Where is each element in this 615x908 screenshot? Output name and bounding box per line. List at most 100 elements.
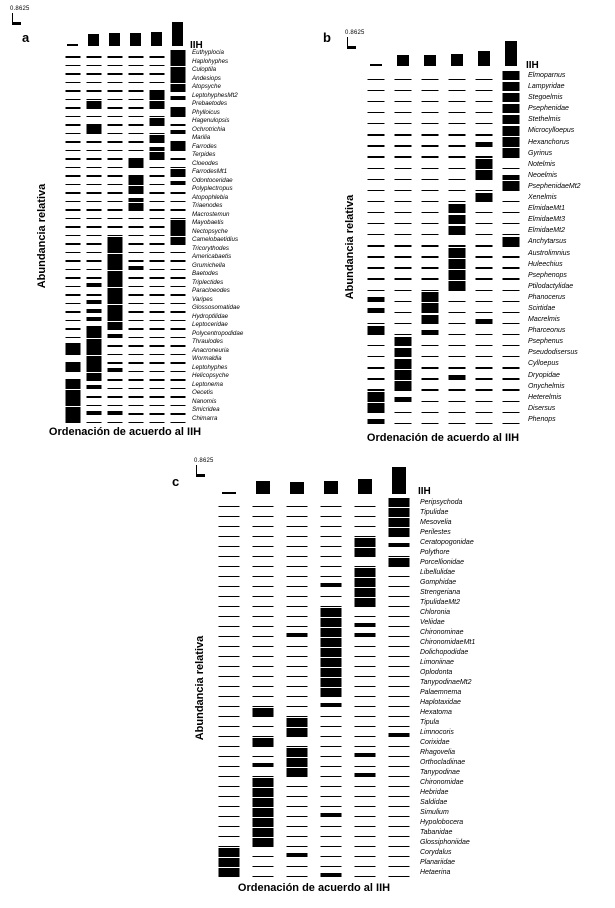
matrix-cell: [348, 768, 382, 778]
zero-dash: [65, 107, 80, 109]
abundance-bar: [286, 748, 308, 757]
matrix-cell: [104, 169, 125, 178]
matrix-cell: [348, 658, 382, 668]
matrix-row: [62, 313, 188, 323]
matrix-row: [62, 168, 188, 178]
zero-dash: [354, 825, 376, 827]
taxon-label: Neoelmis: [528, 171, 558, 179]
matrix-cell: [382, 518, 416, 528]
matrix-cell: [212, 738, 246, 748]
panel-letter: b: [323, 30, 331, 45]
zero-dash: [170, 251, 185, 253]
matrix-cell: [212, 688, 246, 698]
zero-dash: [170, 285, 185, 287]
matrix-row: [362, 214, 524, 225]
matrix-row: [62, 58, 188, 68]
taxon-label: Atopophlebia: [192, 193, 229, 201]
zero-dash: [252, 665, 274, 667]
matrix-row: [62, 212, 188, 221]
matrix-row: [212, 588, 416, 598]
matrix-row: [62, 109, 188, 119]
zero-dash: [394, 156, 411, 158]
taxon-label: Notelmis: [528, 160, 556, 168]
taxon-label: ElmidaeMt1: [528, 205, 565, 213]
zero-dash: [320, 835, 342, 837]
zero-dash: [86, 56, 101, 58]
abundance-bar: [149, 147, 164, 151]
zero-dash: [475, 189, 492, 192]
zero-dash: [388, 625, 410, 627]
matrix-cell: [125, 135, 146, 144]
matrix-cell: [389, 325, 416, 336]
matrix-cell: [280, 768, 314, 778]
abundance-bar: [286, 852, 308, 857]
iih-bars: [212, 464, 416, 494]
zero-dash: [65, 268, 80, 270]
zero-dash: [107, 132, 122, 134]
matrix-cell: [212, 588, 246, 598]
matrix-cell: [382, 568, 416, 578]
matrix-cell: [382, 698, 416, 708]
matrix-cell: [83, 110, 104, 119]
matrix-cell: [314, 498, 348, 508]
matrix-cell: [146, 356, 167, 365]
zero-dash: [388, 585, 410, 587]
abundance-bar: [367, 403, 384, 413]
abundance-bar: [388, 542, 410, 547]
matrix-cell: [104, 161, 125, 170]
matrix-cell: [389, 114, 416, 125]
matrix-row: [62, 177, 188, 187]
matrix-cell: [416, 225, 443, 236]
taxon-label: Terpides: [192, 151, 216, 158]
matrix-cell: [62, 305, 83, 314]
matrix-cell: [382, 608, 416, 618]
abundance-matrix: [62, 49, 188, 424]
matrix-cell: [497, 381, 524, 392]
zero-dash: [128, 302, 143, 304]
matrix-cell: [314, 758, 348, 768]
matrix-cell: [246, 638, 280, 648]
zero-dash: [107, 183, 122, 185]
abundance-bar: [394, 370, 411, 380]
zero-dash: [149, 277, 164, 279]
zero-dash: [354, 705, 376, 707]
matrix-cell: [83, 178, 104, 187]
matrix-cell: [443, 137, 470, 148]
zero-dash: [394, 311, 411, 314]
taxon-label: Libellulidae: [420, 569, 456, 576]
zero-dash: [421, 389, 438, 391]
matrix-cell: [125, 263, 146, 272]
abundance-bar: [394, 381, 411, 391]
zero-dash: [252, 565, 274, 567]
matrix-cell: [83, 254, 104, 263]
matrix-cell: [389, 259, 416, 270]
matrix-cell: [146, 373, 167, 382]
matrix-cell: [362, 70, 389, 81]
matrix-cell: [125, 50, 146, 59]
matrix-cell: [382, 788, 416, 798]
matrix-row: [362, 358, 524, 369]
zero-dash: [388, 775, 410, 777]
matrix-row: [362, 170, 524, 181]
zero-dash: [107, 387, 122, 389]
zero-dash: [502, 300, 519, 302]
matrix-cell: [146, 246, 167, 255]
panel-b: b 0.8625 Abundancia relativa IIH Elmopar…: [318, 18, 614, 462]
zero-dash: [421, 411, 438, 413]
zero-dash: [65, 149, 80, 151]
matrix-cell: [443, 114, 470, 125]
zero-dash: [286, 845, 308, 847]
zero-dash: [65, 362, 80, 364]
taxon-label: Hexanchorus: [528, 138, 570, 146]
matrix-cell: [443, 292, 470, 303]
scale-marker: 0.8625: [345, 30, 365, 49]
zero-dash: [86, 124, 101, 126]
zero-dash: [149, 217, 164, 219]
zero-dash: [367, 200, 384, 203]
matrix-row: [212, 648, 416, 658]
matrix-cell: [362, 381, 389, 392]
matrix-cell: [348, 738, 382, 748]
matrix-cell: [382, 548, 416, 558]
matrix-cell: [62, 322, 83, 331]
matrix-cell: [62, 84, 83, 93]
